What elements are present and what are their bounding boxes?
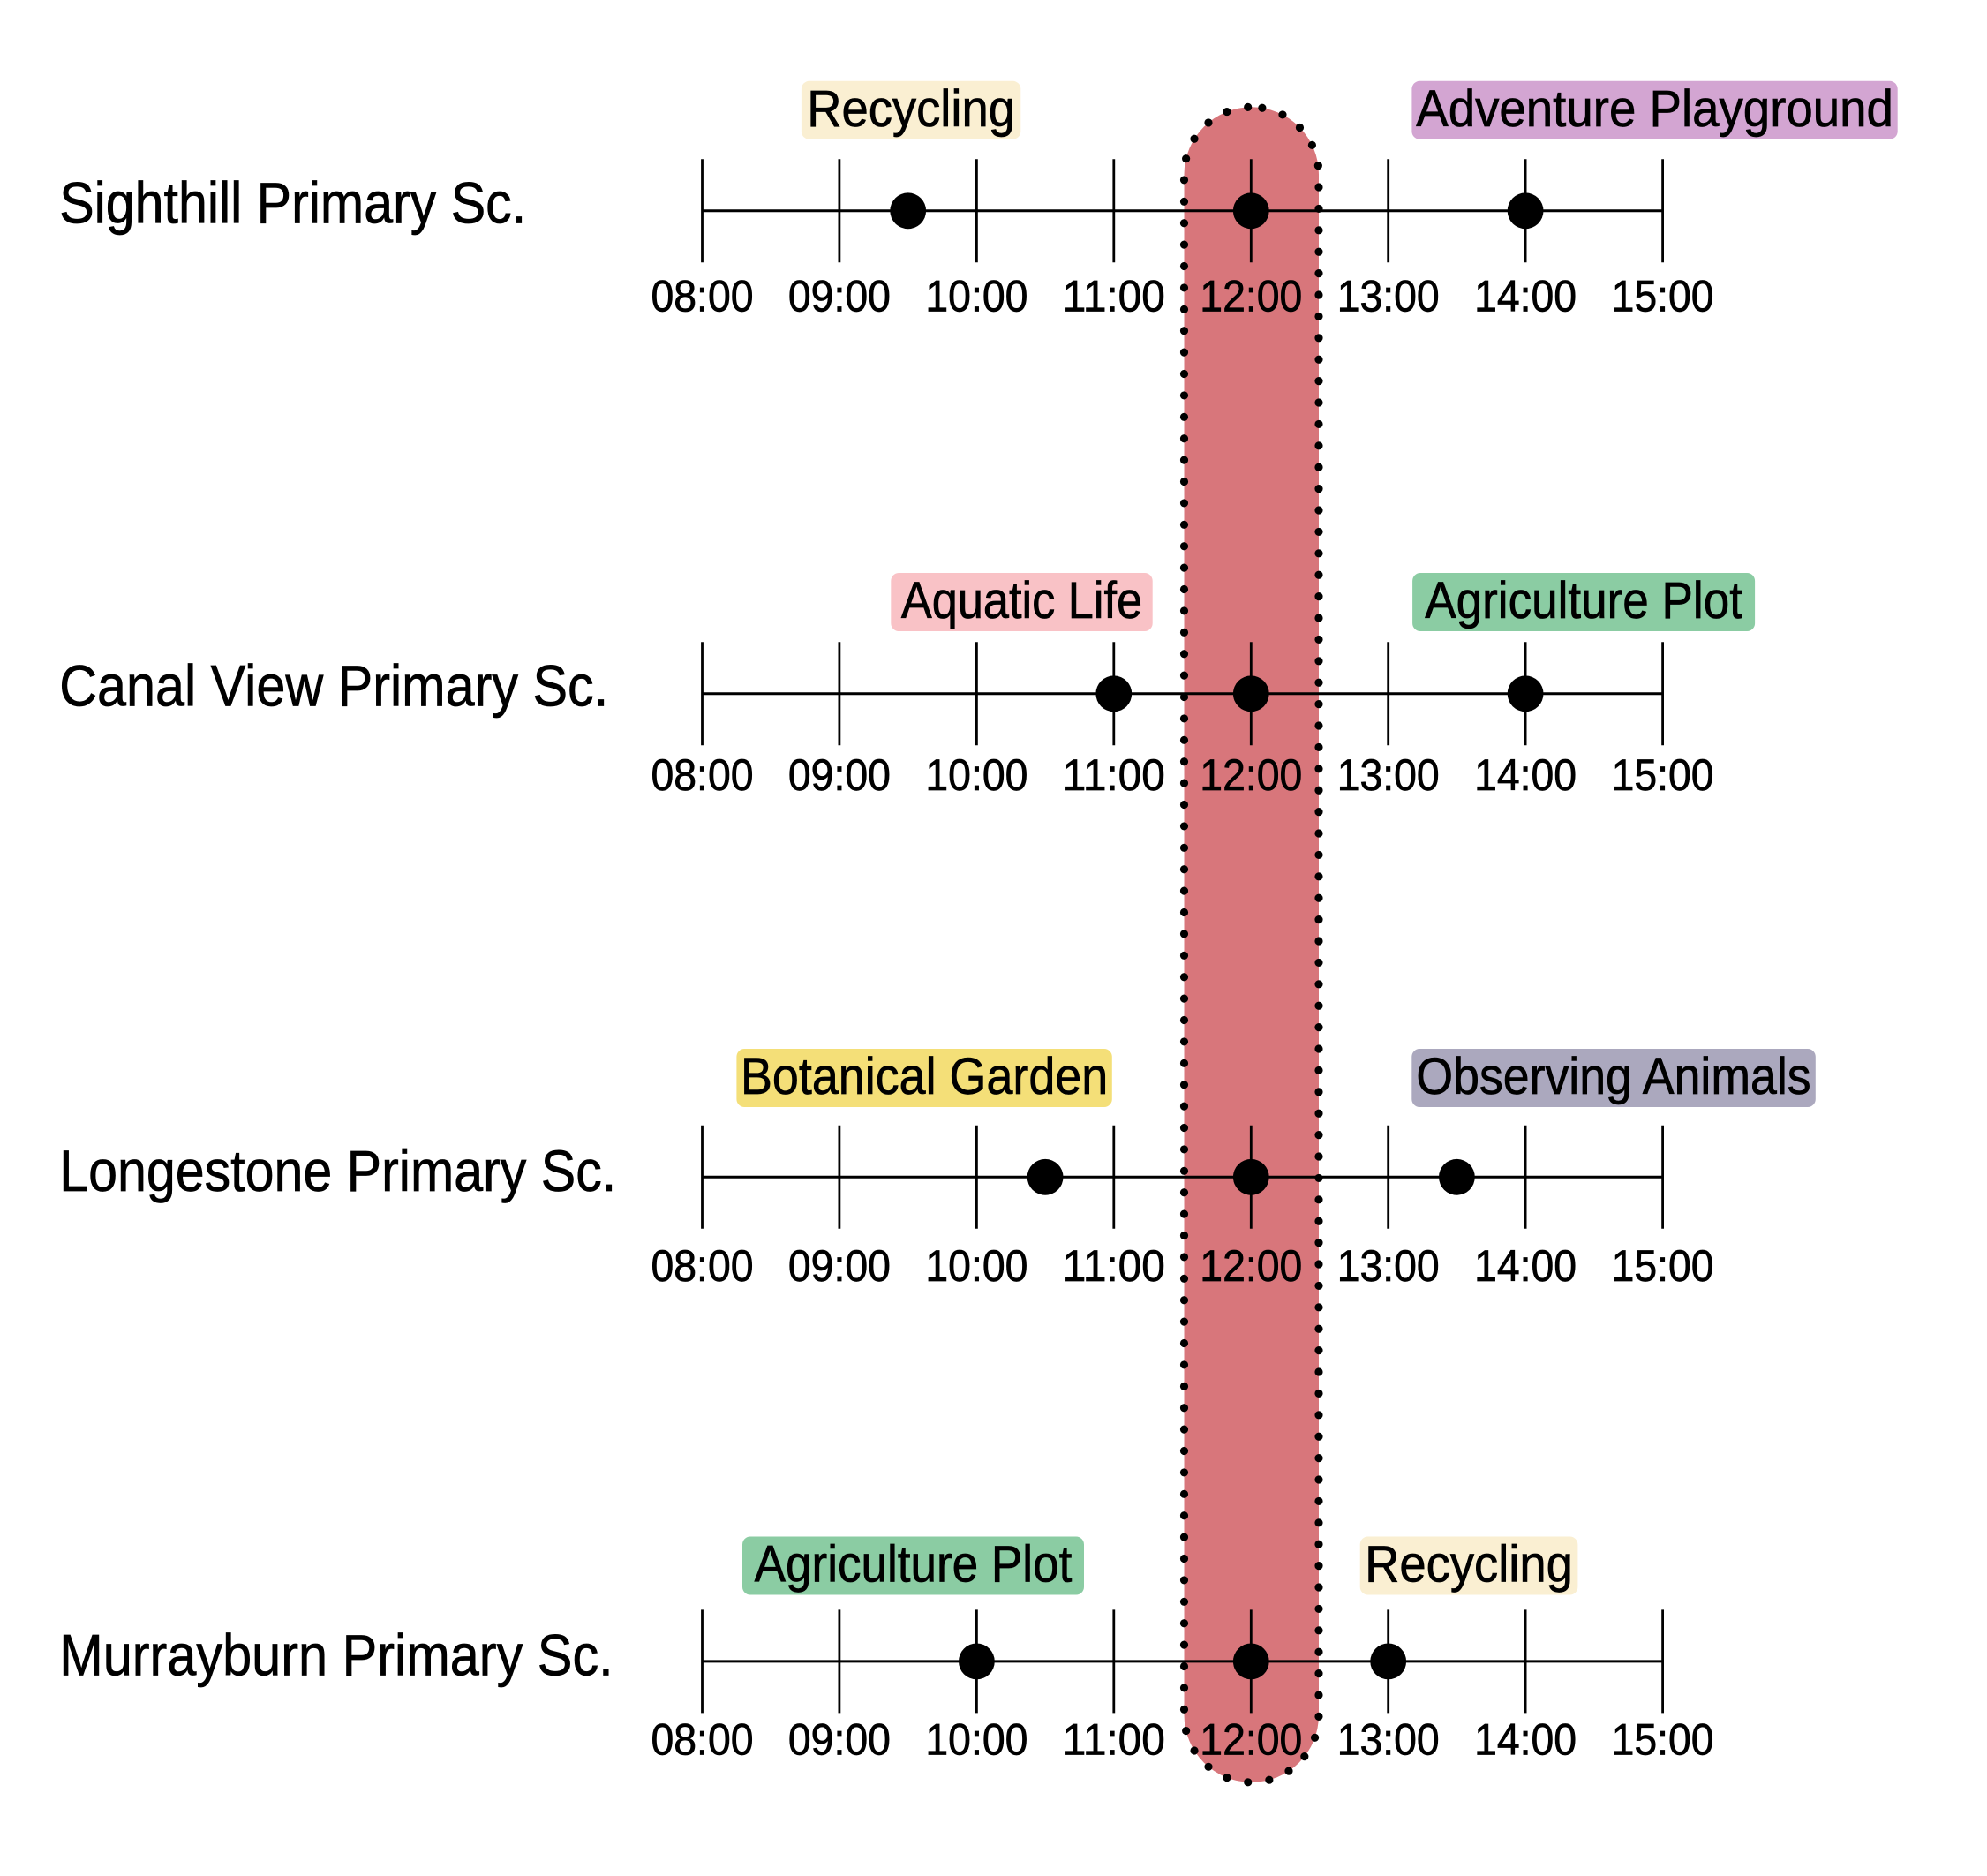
svg-text:13:00: 13:00 xyxy=(1337,272,1440,321)
svg-text:15:00: 15:00 xyxy=(1612,750,1714,800)
svg-text:Sighthill Primary Sc.: Sighthill Primary Sc. xyxy=(59,170,526,236)
svg-text:Murrayburn Primary Sc.: Murrayburn Primary Sc. xyxy=(59,1623,613,1688)
svg-text:14:00: 14:00 xyxy=(1474,750,1577,800)
svg-text:14:00: 14:00 xyxy=(1474,1241,1577,1291)
svg-text:12:00: 12:00 xyxy=(1200,1241,1302,1291)
svg-text:Aquatic Life: Aquatic Life xyxy=(901,572,1142,629)
svg-text:Agriculture Plot: Agriculture Plot xyxy=(1425,572,1742,629)
svg-text:11:00: 11:00 xyxy=(1063,1715,1165,1765)
svg-text:09:00: 09:00 xyxy=(788,1715,891,1765)
svg-text:09:00: 09:00 xyxy=(788,750,891,800)
svg-text:11:00: 11:00 xyxy=(1063,272,1165,321)
svg-text:Observing Animals: Observing Animals xyxy=(1416,1048,1810,1105)
svg-text:08:00: 08:00 xyxy=(651,1241,754,1291)
svg-text:Recycling: Recycling xyxy=(807,80,1015,138)
svg-text:Canal View Primary Sc.: Canal View Primary Sc. xyxy=(59,652,608,718)
svg-text:Adventure Playground: Adventure Playground xyxy=(1416,80,1893,138)
svg-text:Recycling: Recycling xyxy=(1365,1536,1573,1593)
svg-text:08:00: 08:00 xyxy=(651,750,754,800)
svg-text:09:00: 09:00 xyxy=(788,1241,891,1291)
svg-text:13:00: 13:00 xyxy=(1337,1241,1440,1291)
svg-text:11:00: 11:00 xyxy=(1063,750,1165,800)
svg-text:10:00: 10:00 xyxy=(925,750,1027,800)
svg-text:12:00: 12:00 xyxy=(1200,272,1302,321)
svg-text:Agriculture Plot: Agriculture Plot xyxy=(755,1536,1073,1593)
svg-text:12:00: 12:00 xyxy=(1200,1715,1302,1765)
svg-text:13:00: 13:00 xyxy=(1337,750,1440,800)
svg-text:10:00: 10:00 xyxy=(925,1241,1027,1291)
svg-text:10:00: 10:00 xyxy=(925,272,1027,321)
svg-text:09:00: 09:00 xyxy=(788,272,891,321)
svg-text:Longestone Primary Sc.: Longestone Primary Sc. xyxy=(59,1138,616,1203)
svg-text:15:00: 15:00 xyxy=(1612,1241,1714,1291)
svg-text:15:00: 15:00 xyxy=(1612,1715,1714,1765)
svg-text:10:00: 10:00 xyxy=(925,1715,1027,1765)
svg-text:15:00: 15:00 xyxy=(1612,272,1714,321)
svg-text:13:00: 13:00 xyxy=(1337,1715,1440,1765)
svg-text:08:00: 08:00 xyxy=(651,272,754,321)
svg-text:08:00: 08:00 xyxy=(651,1715,754,1765)
svg-text:11:00: 11:00 xyxy=(1063,1241,1165,1291)
svg-text:14:00: 14:00 xyxy=(1474,1715,1577,1765)
svg-text:Botanical Garden: Botanical Garden xyxy=(741,1048,1108,1105)
svg-text:14:00: 14:00 xyxy=(1474,272,1577,321)
svg-text:12:00: 12:00 xyxy=(1200,750,1302,800)
